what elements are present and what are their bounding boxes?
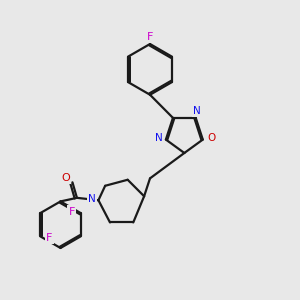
Text: F: F [147, 32, 153, 41]
Text: F: F [68, 207, 75, 217]
Text: N: N [154, 133, 162, 143]
Text: F: F [46, 233, 52, 243]
Text: O: O [207, 133, 215, 143]
Text: O: O [61, 173, 70, 183]
Text: N: N [194, 106, 201, 116]
Text: N: N [88, 194, 96, 204]
